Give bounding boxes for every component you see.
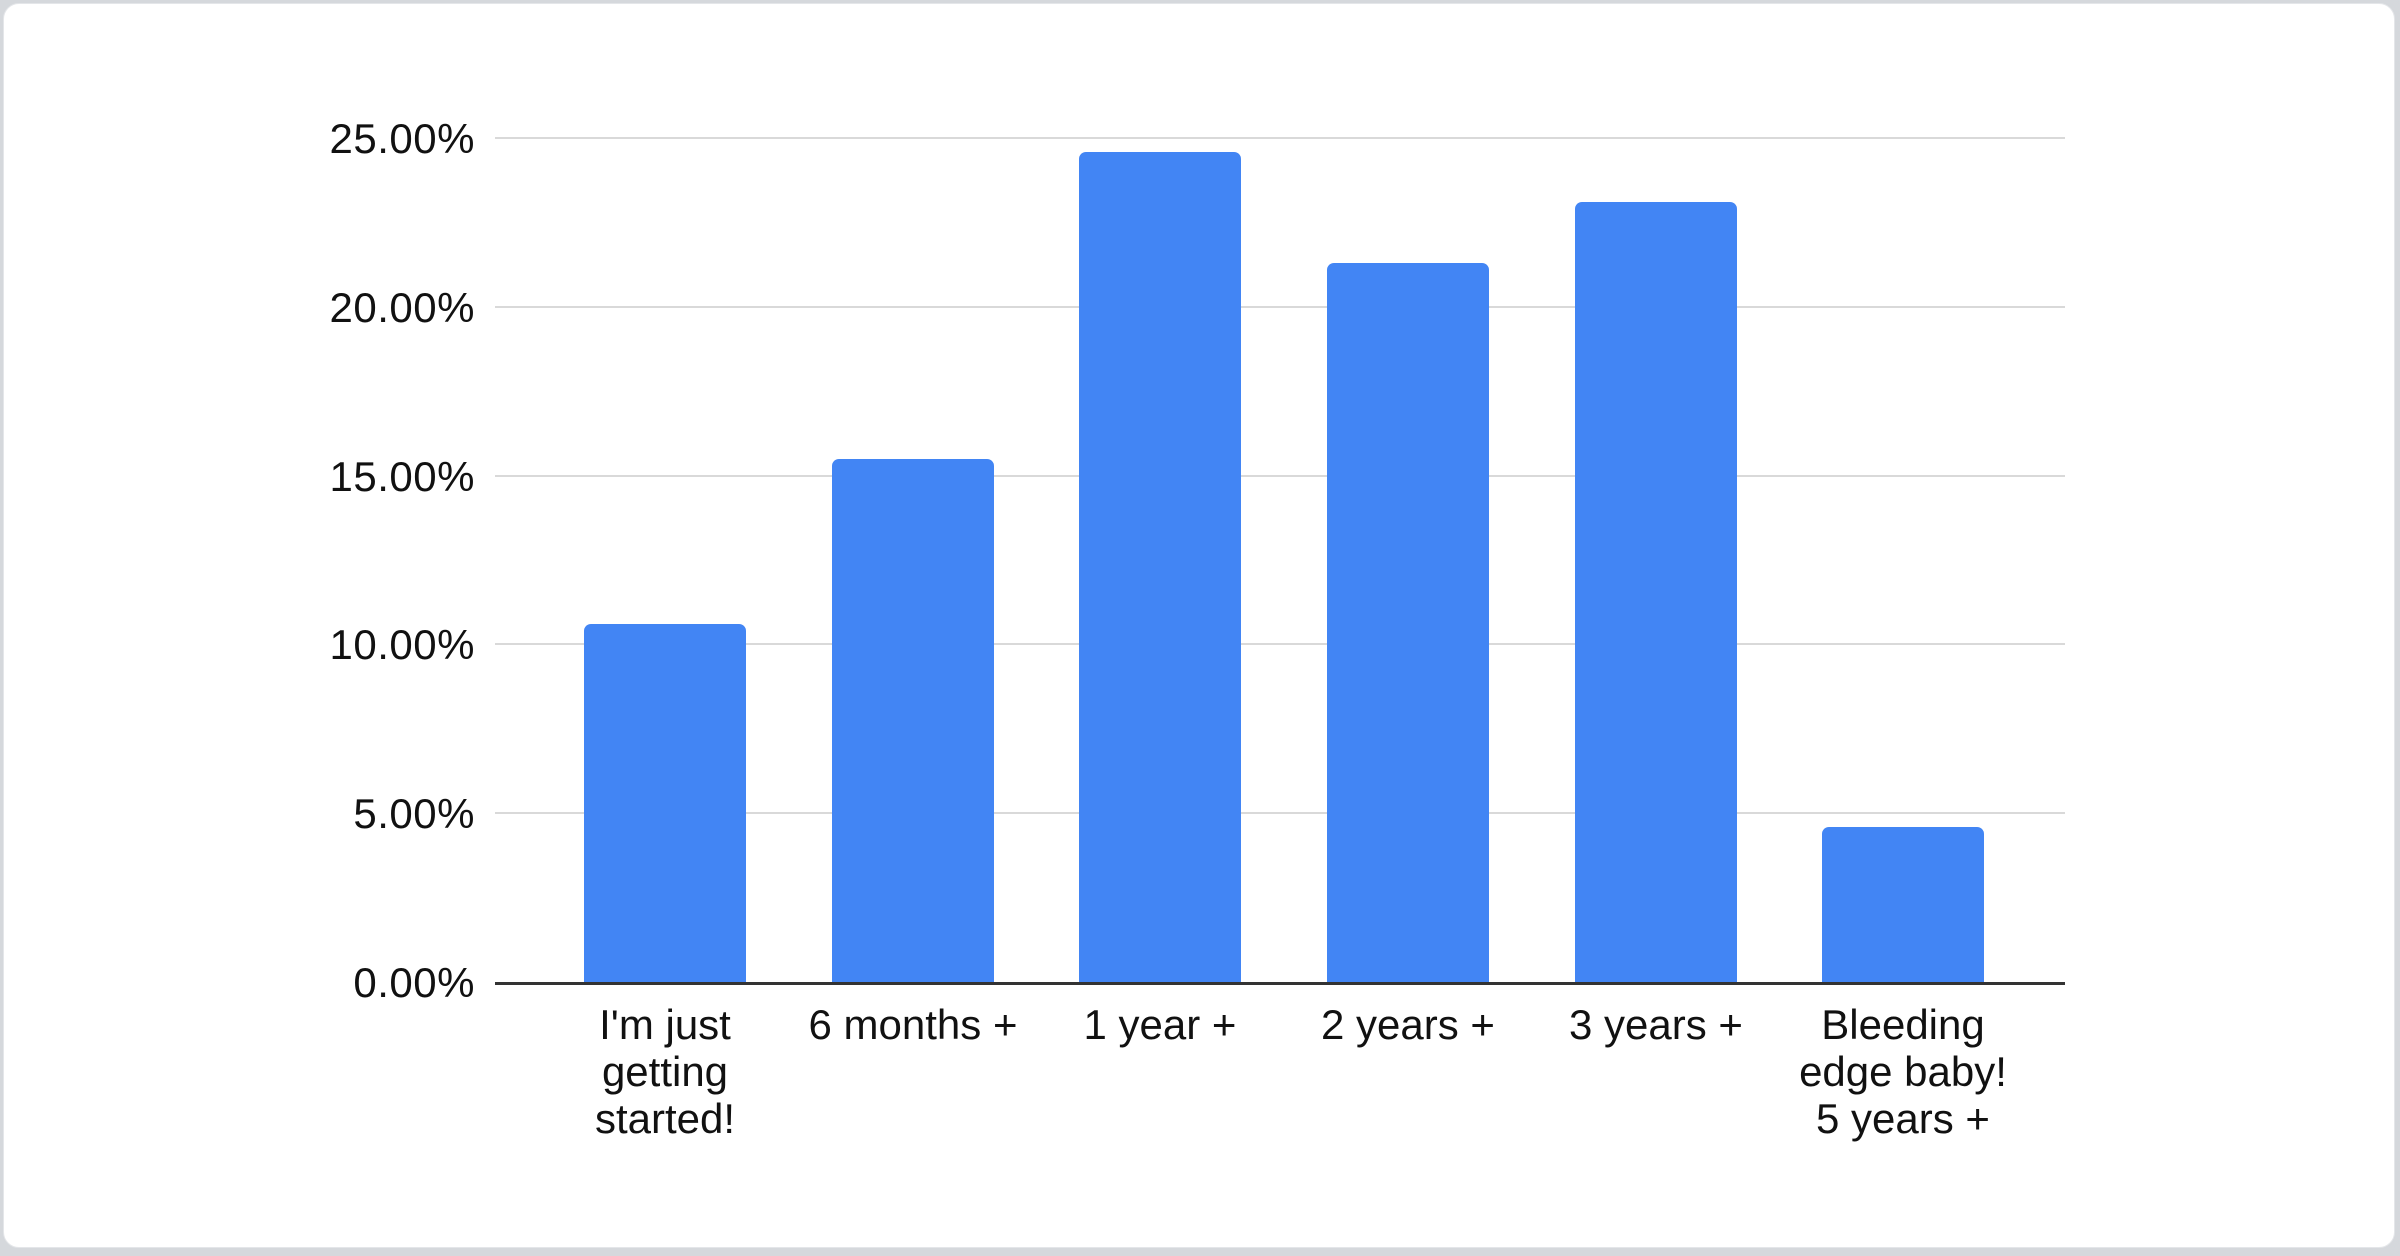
y-axis-tick-label: 15.00%	[329, 452, 475, 500]
x-axis-line	[495, 982, 2065, 985]
y-axis-tick-label: 0.00%	[353, 959, 475, 1006]
y-axis-tick-label: 25.00%	[329, 115, 475, 162]
y-axis-tick-label: 20.00%	[329, 283, 475, 331]
bar-4[interactable]	[1327, 263, 1489, 982]
gridline	[495, 812, 2065, 815]
gridline	[495, 137, 2065, 139]
gridline	[495, 474, 2065, 477]
x-axis-category-label: Bleeding edge baby! 5 years +	[1799, 1001, 2007, 1142]
x-axis-category-label: I'm just getting started!	[594, 1001, 736, 1142]
bar-5[interactable]	[1575, 202, 1737, 982]
bar-2[interactable]	[832, 459, 994, 982]
y-axis-tick-label: 5.00%	[353, 790, 475, 838]
x-axis-category-label: 1 year +	[1083, 1001, 1237, 1048]
gridline	[495, 643, 2065, 646]
x-axis-category-label: 6 months +	[808, 1001, 1018, 1048]
bar-1[interactable]	[584, 624, 746, 982]
bar-6[interactable]	[1822, 827, 1984, 982]
y-axis-tick-label: 10.00%	[329, 621, 475, 669]
x-axis-category-label: 2 years +	[1321, 1001, 1495, 1048]
bar-3[interactable]	[1079, 152, 1241, 982]
gridline	[495, 305, 2065, 308]
x-axis-category-label: 3 years +	[1569, 1001, 1743, 1048]
